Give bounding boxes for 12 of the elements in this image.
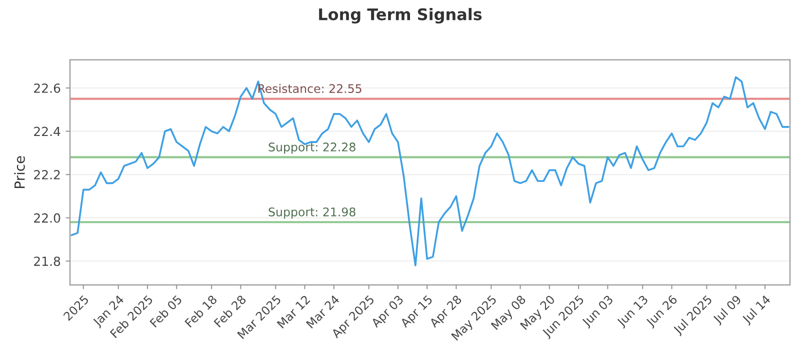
chart-title: Long Term Signals (319, 8, 482, 24)
x-tick-label: Jul 09 (712, 294, 744, 326)
y-tick-label: 22.4 (34, 126, 60, 136)
ref-line-label: Support: 22.28 (268, 142, 356, 154)
y-tick-label: 22.6 (34, 83, 60, 93)
y-axis-title: Price (14, 156, 25, 188)
x-tick-label: Jul 14 (741, 294, 772, 326)
ref-line-label: Support: 21.98 (268, 207, 356, 219)
y-tick-label: 22.0 (34, 213, 60, 223)
y-tick-label: 22.2 (34, 170, 60, 180)
line-series (70, 76, 790, 266)
y-tick-label: 21.8 (34, 256, 60, 266)
